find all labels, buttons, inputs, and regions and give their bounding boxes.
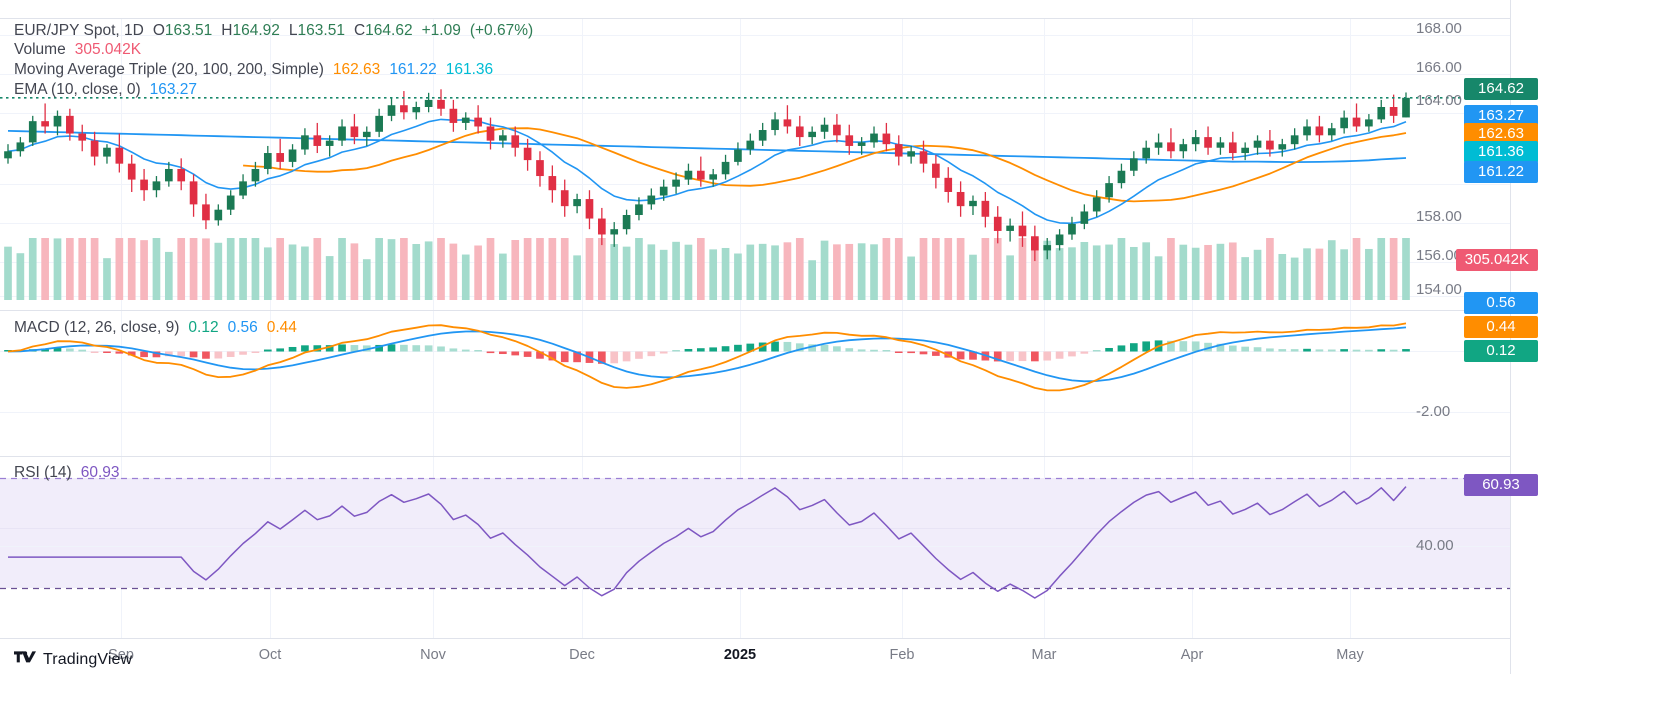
time-tick-oct: Oct [258, 647, 282, 663]
volume-badge[interactable]: 305.042K [1455, 249, 1538, 271]
last-price-badge[interactable]: 164.62 [1464, 78, 1538, 100]
ma20-badge[interactable]: 162.63 [1464, 123, 1538, 145]
macd-histogram [4, 340, 1410, 364]
rsi-value-badge[interactable]: 60.93 [1464, 474, 1538, 496]
sma100-line [7, 130, 1407, 164]
time-tick-may: May [1336, 647, 1364, 663]
ma200-badge[interactable]: 161.36 [1464, 141, 1538, 163]
time-tick-apr: Apr [1180, 647, 1204, 663]
macd-line [7, 322, 1407, 392]
candlestick-series [4, 89, 1410, 262]
tradingview-wordmark: TradingView [43, 651, 133, 668]
macd-line-badge[interactable]: 0.44 [1464, 316, 1538, 338]
time-tick-feb: Feb [889, 647, 915, 663]
sma20-line [243, 127, 1407, 203]
macd-signal-badge[interactable]: 0.56 [1464, 292, 1538, 314]
time-tick-mar: Mar [1031, 647, 1057, 663]
macd-signal-line [7, 326, 1407, 383]
rsi-band-fill [0, 478, 1510, 588]
time-tick-dec: Dec [569, 647, 595, 663]
volume-bars [4, 238, 1410, 300]
time-tick-nov: Nov [420, 647, 446, 663]
time-tick-2025: 2025 [723, 647, 757, 663]
time-scale[interactable]: Sep Oct Nov Dec 2025 Feb Mar Apr May [0, 638, 1510, 674]
time-tick-sep: Sep [108, 647, 134, 663]
tradingview-branding: TradingView [14, 650, 132, 670]
rsi-line [8, 486, 1407, 599]
tradingview-logo-icon [14, 650, 36, 670]
ema-badge[interactable]: 163.27 [1464, 105, 1538, 127]
macd-histogram-badge[interactable]: 0.12 [1464, 340, 1538, 362]
pane-separators [0, 18, 1510, 457]
ma100-badge[interactable]: 161.22 [1464, 161, 1538, 183]
